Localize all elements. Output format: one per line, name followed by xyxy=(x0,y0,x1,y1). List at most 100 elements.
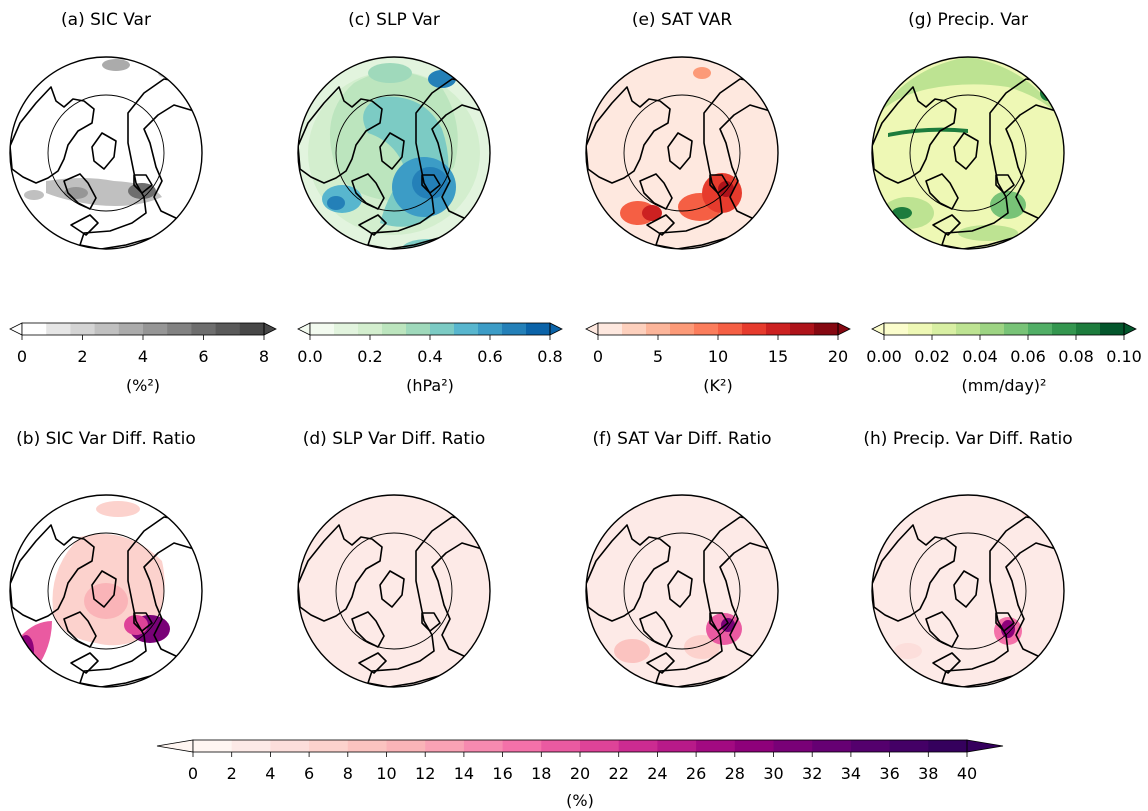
colorbar-segment xyxy=(696,740,736,752)
colorbar-tick-label: 24 xyxy=(647,764,667,783)
map-boundary xyxy=(585,56,779,250)
colorbar-segment xyxy=(231,740,271,752)
colorbar-extend-max xyxy=(837,322,851,336)
colorbar-tick-label: 6 xyxy=(198,347,208,366)
latitude-circle xyxy=(335,532,453,650)
colorbar-segment xyxy=(694,323,719,335)
colorbar-segment xyxy=(814,323,839,335)
colorbar-segment xyxy=(670,323,695,335)
colorbar-segment xyxy=(463,740,503,752)
map-panel-g: (g) Precip. Var xyxy=(871,10,1065,250)
colorbar-segment xyxy=(812,740,852,752)
colorbar-segment xyxy=(478,323,503,335)
colorbar-tick-label: 0.0 xyxy=(297,347,322,366)
colorbar-tick-label: 0 xyxy=(188,764,198,783)
colorbar-tick-label: 0.02 xyxy=(914,347,950,366)
colorbar-segment xyxy=(347,740,387,752)
colorbar-extend-max xyxy=(966,739,1004,753)
map-boundary xyxy=(297,494,491,688)
colorbar-tick-label: 0.8 xyxy=(537,347,562,366)
colorbar-unit-label: (%²) xyxy=(126,376,160,395)
colorbar-segment xyxy=(239,323,265,335)
map-boundary xyxy=(9,56,203,250)
colorbar-tick-label: 0.4 xyxy=(417,347,442,366)
colorbar-segment xyxy=(46,323,71,335)
field-slp xyxy=(298,57,490,249)
colorbar-segment xyxy=(193,740,233,752)
colorbar-tick-label: 22 xyxy=(609,764,629,783)
colorbar-tick-label: 16 xyxy=(492,764,512,783)
colorbar-frame xyxy=(883,322,1125,336)
colorbar-segment xyxy=(334,323,359,335)
colorbar-extend-max xyxy=(263,322,277,336)
colorbar-tick-label: 0.08 xyxy=(1058,347,1094,366)
colorbar-tick-label: 0.2 xyxy=(357,347,382,366)
colorbar-segment xyxy=(790,323,815,335)
colorbar-sic: 0 2 4 6 8 (%²) xyxy=(9,322,277,395)
colorbars: 0 2 4 6 8(%²)0.0 0.2 0.4 0.6 0.8(hPa²)0 5 10 15 20(K… xyxy=(9,322,1142,810)
colorbar-unit-label: (mm/day)² xyxy=(962,376,1047,395)
colorbar-tick-label: 0.06 xyxy=(1010,347,1046,366)
colorbar-tick-label: 20 xyxy=(828,347,848,366)
colorbar-segment xyxy=(406,323,431,335)
colorbar-tick-label: 38 xyxy=(918,764,938,783)
field-precip_ratio xyxy=(872,495,1064,687)
colorbar-tick-label: 6 xyxy=(304,764,314,783)
colorbar-segment xyxy=(928,740,968,752)
colorbar-segment xyxy=(502,740,542,752)
colorbar-tick-label: 32 xyxy=(802,764,822,783)
latitude-circle xyxy=(909,532,1027,650)
colorbar-precip: 0.00 0.02 0.04 0.06 0.08 0.10 (mm/day)² xyxy=(866,322,1142,395)
colorbar-segment xyxy=(956,323,981,335)
map-boundary xyxy=(297,56,491,250)
colorbar-segment xyxy=(646,323,671,335)
colorbar-tick-label: 28 xyxy=(725,764,745,783)
map-panel-b: (b) SIC Var Diff. Ratio xyxy=(9,429,203,688)
panel-title-e: (e) SAT VAR xyxy=(632,10,733,30)
colorbar-tick-label: 26 xyxy=(686,764,706,783)
colorbar-segment xyxy=(773,740,813,752)
colorbar-tick-label: 12 xyxy=(415,764,435,783)
colorbar-segment xyxy=(889,740,929,752)
map-panel-c: (c) SLP Var xyxy=(297,10,491,250)
colorbar-segment xyxy=(850,740,890,752)
colorbar-extend-min xyxy=(297,322,311,336)
colorbar-tick-label: 0.04 xyxy=(962,347,998,366)
colorbar-extend-min xyxy=(585,322,599,336)
colorbar-segment xyxy=(618,740,658,752)
colorbar-tick-label: 30 xyxy=(763,764,783,783)
colorbar-segment xyxy=(884,323,909,335)
colorbar-tick-label: 2 xyxy=(227,764,237,783)
colorbar-extend-min xyxy=(156,739,194,753)
colorbar-tick-label: 15 xyxy=(768,347,788,366)
colorbar-unit-label: (%) xyxy=(566,791,594,810)
colorbar-segment xyxy=(734,740,774,752)
colorbar-tick-label: 0 xyxy=(593,347,603,366)
field-precip xyxy=(872,57,1064,249)
colorbar-tick-label: 4 xyxy=(138,347,148,366)
colorbar-ratio: 0 2 4 6 8 10 12 14 16 18 20 22 24 26 28 30 32 34 36 38 40(%) xyxy=(156,739,1004,810)
latitude-circle xyxy=(335,94,453,212)
colorbar-tick-label: 20 xyxy=(570,764,590,783)
panel-title-g: (g) Precip. Var xyxy=(908,10,1028,30)
colorbar-segment xyxy=(980,323,1005,335)
colorbar-tick-label: 8 xyxy=(259,347,269,366)
colorbar-segment xyxy=(1052,323,1077,335)
colorbar-segment xyxy=(94,323,120,335)
latitude-circle xyxy=(47,94,165,212)
colorbar-segment xyxy=(310,323,335,335)
map-panel-e: (e) SAT VAR xyxy=(585,10,779,250)
map-panel-d: (d) SLP Var Diff. Ratio xyxy=(297,429,491,688)
colorbar-segment xyxy=(270,740,310,752)
panel-title-d: (d) SLP Var Diff. Ratio xyxy=(303,429,485,449)
panel-title-f: (f) SAT Var Diff. Ratio xyxy=(593,429,772,449)
colorbar-segment xyxy=(502,323,527,335)
colorbar-segment xyxy=(382,323,407,335)
colorbar-segment xyxy=(1076,323,1101,335)
colorbar-tick-label: 0.10 xyxy=(1106,347,1142,366)
colorbar-segment xyxy=(598,323,623,335)
map-boundary xyxy=(9,494,203,688)
colorbar-segment xyxy=(430,323,455,335)
map-boundary xyxy=(585,494,779,688)
